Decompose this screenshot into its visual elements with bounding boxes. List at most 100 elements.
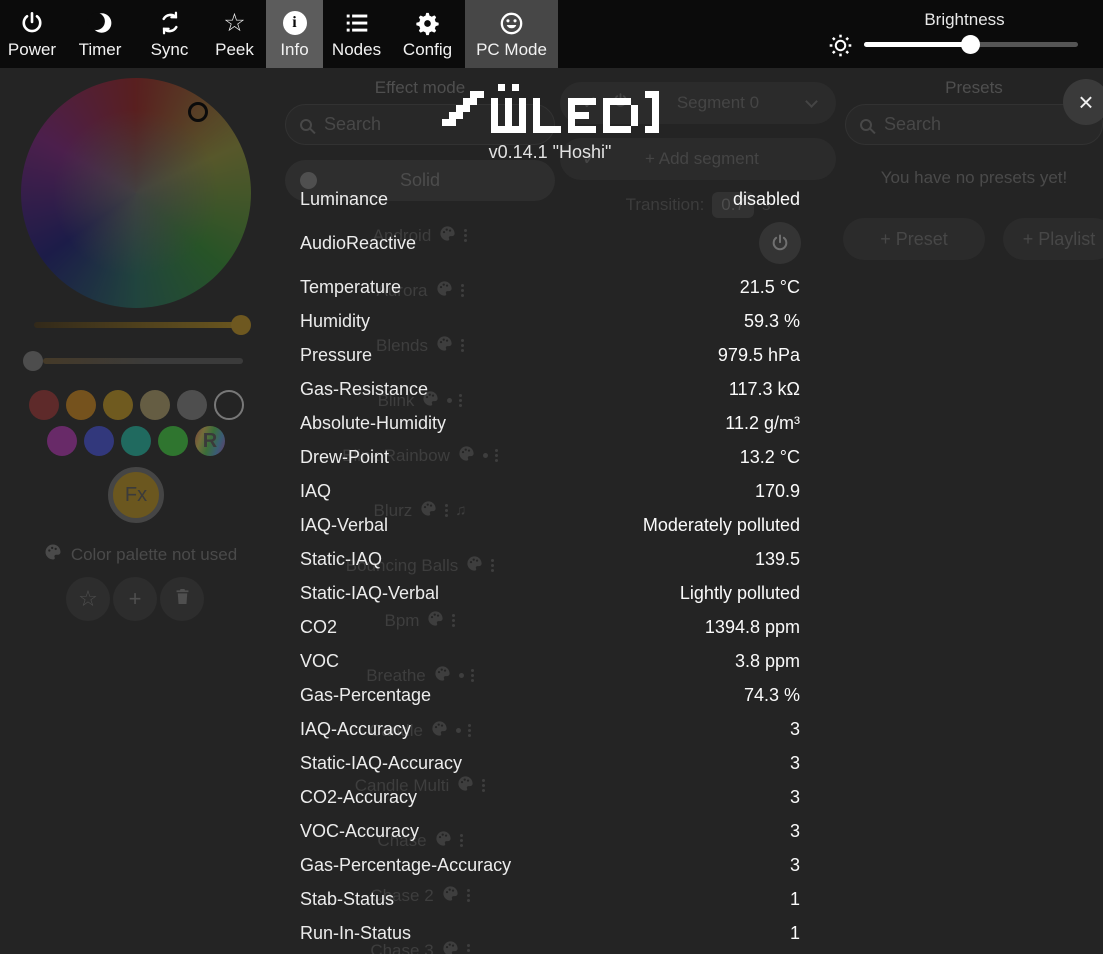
effect-row[interactable]: Chase ♫ (280, 813, 560, 868)
info-row: Static-IAQ-Accuracy 3 (300, 746, 800, 780)
palette-icon (456, 774, 475, 798)
brightness-label: Brightness (924, 10, 1005, 29)
effect-row[interactable]: Aurora ♫ (280, 263, 560, 318)
effect-row[interactable]: Bouncing Balls ♫ (280, 538, 560, 593)
more-options-icon (460, 344, 464, 347)
effect-row[interactable]: Blurz ♫ (280, 483, 560, 538)
info-row-label: Run-In-Status (300, 922, 412, 943)
color-swatch[interactable] (47, 426, 77, 456)
effect-name: Blink (377, 390, 415, 410)
swatch-row-1 (29, 390, 244, 420)
effect-row[interactable]: Chase 2 ♫ (280, 868, 560, 923)
color-swatch[interactable] (140, 390, 170, 420)
white-slider[interactable] (43, 358, 243, 364)
effect-row[interactable]: Blink ♫ (280, 373, 560, 428)
effect-row[interactable]: Android ♫ (280, 208, 560, 263)
color-swatch[interactable] (84, 426, 114, 456)
selected-effect-row[interactable]: Solid (285, 160, 555, 201)
info-row: IAQ-Accuracy 3 (300, 712, 800, 746)
info-row-label: Static-IAQ-Accuracy (300, 752, 463, 773)
palette-icon (465, 554, 484, 578)
fx-button[interactable]: Fx (108, 467, 164, 523)
toolbar-button-timer[interactable]: Timer (64, 0, 136, 68)
save-color-button[interactable]: ☆ (66, 577, 110, 621)
toolbar-button-nodes[interactable]: Nodes (323, 0, 390, 68)
effects-title: Effect mode (374, 78, 466, 97)
info-row-label: Stab-Status (300, 888, 395, 909)
effect-name: Aurora (376, 280, 428, 300)
search-icon (860, 118, 872, 131)
effect-row[interactable]: Candle ♫ (280, 703, 560, 758)
toolbar-button-sync[interactable]: Sync (136, 0, 203, 68)
wled-logo: WLED (442, 84, 659, 133)
info-row-value: 59.3 % (743, 310, 800, 331)
effect-row[interactable]: Bpm ♫ (280, 593, 560, 648)
toolbar-button-label: Nodes (331, 40, 382, 59)
color-swatch[interactable] (214, 390, 244, 420)
audioreactive-power-toggle[interactable] (759, 222, 801, 264)
toolbar-button-info[interactable]: i Info (266, 0, 323, 68)
info-row: AudioReactive (300, 222, 801, 264)
color-swatch[interactable] (158, 426, 188, 456)
add-color-button[interactable]: + (113, 577, 157, 621)
brightness-slider-fill (864, 42, 970, 47)
palette-status: Color palette not used (0, 542, 280, 567)
brightness-slider-handle[interactable] (961, 35, 980, 54)
color-swatch[interactable] (121, 426, 151, 456)
color-swatch[interactable] (103, 390, 133, 420)
presets-search-input[interactable] (882, 113, 1088, 136)
color-swatch[interactable] (29, 390, 59, 420)
white-slider-handle[interactable] (23, 351, 43, 371)
segment-power-icon (612, 92, 629, 114)
color-wheel-marker[interactable] (188, 102, 208, 122)
more-options-icon (491, 564, 495, 567)
close-info-button[interactable]: × (1063, 79, 1103, 125)
add-segment-row[interactable]: ✓ + Add segment (560, 138, 836, 180)
toolbar-button-pc-mode[interactable]: PC Mode (465, 0, 558, 68)
toolbar-button-peek[interactable]: ☆ Peek (203, 0, 266, 68)
effect-row[interactable]: Candle Multi ♫ (280, 758, 560, 813)
more-options-icon (459, 399, 463, 402)
color-swatch[interactable] (66, 390, 96, 420)
transition-value-input[interactable]: 0.7 (712, 192, 754, 218)
toolbar-button-config[interactable]: Config (390, 0, 465, 68)
effect-name: Chase (377, 830, 427, 850)
info-row-label: IAQ-Accuracy (300, 718, 412, 739)
value-slider-handle[interactable] (231, 315, 251, 335)
gear-icon (415, 9, 440, 37)
add-playlist-button[interactable]: + Playlist (1003, 218, 1103, 260)
effect-name: Candle Multi (354, 775, 450, 795)
info-row-value: 3 (789, 752, 800, 773)
delete-color-button[interactable] (160, 577, 204, 621)
palette-icon (435, 334, 454, 358)
info-row: Run-In-Status 1 (300, 916, 800, 950)
add-preset-button[interactable]: + Preset (843, 218, 985, 260)
effect-row[interactable]: Breathe ♫ (280, 648, 560, 703)
palette-icon (435, 279, 454, 303)
info-row-value: 3 (789, 820, 800, 841)
more-options-icon (464, 234, 468, 237)
color-swatch[interactable]: R (195, 426, 225, 456)
add-segment-label: + Add segment (645, 149, 759, 168)
toolbar-button-label: Config (402, 40, 453, 59)
info-row-label: IAQ-Verbal (300, 514, 389, 535)
effects-search-input[interactable] (322, 113, 540, 136)
segment-row[interactable]: ✓ Segment 0 (560, 82, 836, 124)
color-swatch[interactable] (177, 390, 207, 420)
value-slider[interactable] (34, 322, 243, 328)
effect-row[interactable]: Blink Rainbow ♫ (280, 428, 560, 483)
effect-row[interactable]: Blends ♫ (280, 318, 560, 373)
effect-row[interactable]: Chase 3 ♫ (280, 923, 560, 954)
check-icon: ✓ (582, 148, 598, 170)
info-row-value: 74.3 % (743, 684, 800, 705)
toolbar-button-label: Power (7, 40, 57, 59)
effect-name: Chase 3 (370, 940, 434, 954)
more-options-icon (452, 619, 456, 622)
chevron-down-icon[interactable] (805, 94, 818, 108)
presets-title: Presets (945, 78, 1003, 97)
color-wheel[interactable] (21, 78, 251, 308)
info-row-label: IAQ (300, 480, 332, 501)
info-row: Absolute-Humidity 11.2 g/m³ (300, 406, 800, 440)
toolbar-button-power[interactable]: Power (0, 0, 64, 68)
